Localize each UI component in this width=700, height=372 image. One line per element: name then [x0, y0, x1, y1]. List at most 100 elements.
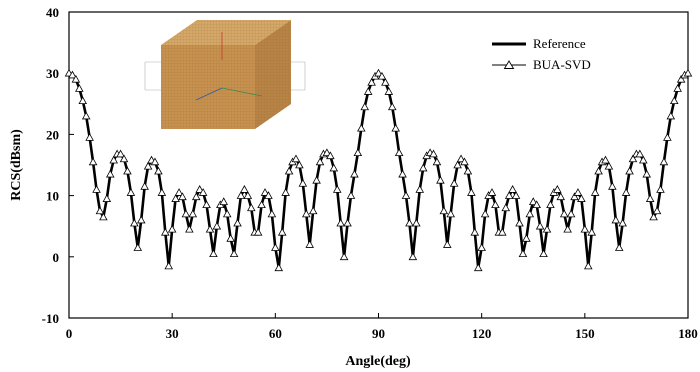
bua-svd-point: [504, 191, 514, 199]
bua-svd-point: [580, 224, 590, 233]
bua-svd-point: [391, 123, 400, 132]
bua-svd-point: [367, 77, 376, 86]
bua-svd-point: [387, 102, 397, 111]
y-tick-label: 0: [53, 250, 60, 265]
bua-svd-point: [99, 212, 108, 221]
y-axis-title: RCS(dBsm): [9, 129, 24, 201]
bua-svd-point: [645, 194, 655, 202]
bua-svd-point: [326, 151, 335, 160]
bua-svd-point: [277, 227, 287, 236]
bua-svd-point: [305, 240, 315, 248]
bua-svd-point: [339, 252, 349, 261]
bua-svd-point: [257, 200, 266, 209]
bua-svd-point: [515, 218, 524, 227]
bua-svd-point: [676, 74, 686, 83]
bua-svd-point: [663, 133, 672, 141]
bua-svd-point: [480, 209, 490, 218]
bua-svd-point: [518, 249, 528, 258]
bua-svd-point: [329, 163, 339, 172]
bua-svd-point: [219, 197, 229, 206]
bua-svd-point: [546, 200, 555, 209]
bua-svd-point: [123, 166, 132, 175]
bua-svd-point: [102, 194, 112, 202]
bua-svd-point: [233, 218, 242, 227]
bua-svd-point: [604, 161, 614, 170]
bua-svd-point: [625, 166, 634, 175]
bua-svd-point: [491, 200, 500, 209]
bua-svd-point: [332, 185, 342, 193]
bua-svd-point: [535, 221, 545, 230]
bua-svd-point: [136, 215, 146, 224]
bua-svd-point: [212, 221, 222, 230]
x-axis-title: Angle(deg): [345, 354, 411, 369]
bua-svd-point: [436, 175, 445, 184]
bua-svd-point: [418, 163, 428, 172]
bua-svd-point: [439, 206, 449, 215]
bua-svd-point: [532, 200, 541, 209]
bua-svd-point: [274, 263, 284, 272]
bua-svd-point: [528, 197, 538, 206]
bua-svd-point: [412, 218, 421, 227]
bua-svd-point: [88, 157, 98, 166]
bua-svd-point: [105, 169, 115, 178]
bua-svd-point: [343, 218, 352, 227]
bua-svd-point: [669, 96, 679, 105]
bua-svd-point: [642, 169, 652, 178]
bua-svd-point: [116, 149, 125, 158]
x-tick-label: 120: [472, 326, 492, 341]
bua-svd-point: [126, 188, 136, 196]
bua-svd-point: [291, 154, 301, 163]
bua-svd-point: [267, 209, 277, 218]
bua-svd-point: [171, 194, 180, 202]
legend-marker-bua-svd: [503, 60, 515, 69]
bua-svd-point: [487, 188, 497, 196]
bua-svd-point: [240, 185, 249, 193]
bua-svd-point: [75, 84, 84, 92]
bua-svd-point: [652, 206, 662, 215]
bua-svd-point: [315, 157, 325, 166]
bua-svd-point: [71, 74, 81, 83]
bua-svd-point: [205, 224, 215, 233]
bua-svd-point: [360, 102, 370, 111]
legend-label-reference: Reference: [533, 36, 586, 51]
bua-svd-point: [346, 191, 356, 199]
bua-svd-point: [298, 178, 308, 187]
bua-svd-point: [246, 203, 256, 212]
bua-svd-point: [229, 249, 239, 258]
bua-svd-point: [566, 209, 576, 218]
legend-label-bua-svd: BUA-SVD: [533, 57, 591, 72]
bua-svd-point: [253, 227, 263, 236]
bua-svd-point: [463, 166, 473, 175]
bua-svd-point: [164, 261, 174, 270]
bua-svd-point: [473, 263, 483, 272]
bua-svd-point: [683, 68, 693, 77]
series-bua-svd-markers: [64, 68, 693, 272]
bua-svd-point: [264, 191, 273, 199]
bua-svd-point: [659, 157, 669, 166]
bua-svd-point: [501, 203, 511, 212]
bua-svd-point: [161, 227, 170, 236]
series-layer: [64, 68, 693, 272]
bua-svd-point: [202, 200, 211, 209]
bua-svd-point: [525, 209, 535, 218]
bua-svd-point: [590, 188, 600, 196]
bua-svd-point: [553, 185, 562, 193]
bua-svd-point: [446, 209, 455, 218]
bua-svd-point: [143, 161, 153, 170]
bua-svd-point: [621, 188, 631, 196]
bua-svd-point: [178, 192, 187, 201]
bua-svd-point: [95, 206, 105, 215]
bua-svd-point: [587, 227, 596, 236]
bua-svd-point: [374, 68, 383, 77]
bua-svd-point: [618, 218, 627, 227]
bua-svd-point: [353, 148, 363, 157]
bua-svd-point: [81, 111, 91, 120]
bua-svd-point: [522, 234, 531, 242]
bua-svd-point: [260, 188, 270, 196]
bua-svd-point: [628, 154, 638, 163]
bua-svd-point: [583, 261, 593, 270]
bua-svd-point: [635, 149, 645, 158]
axis-tick-labels: 0 30 60 90 120 150 180 -10 0 10 20 30 40: [42, 5, 698, 341]
bua-svd-point: [573, 188, 583, 196]
bua-svd-point: [68, 70, 77, 79]
